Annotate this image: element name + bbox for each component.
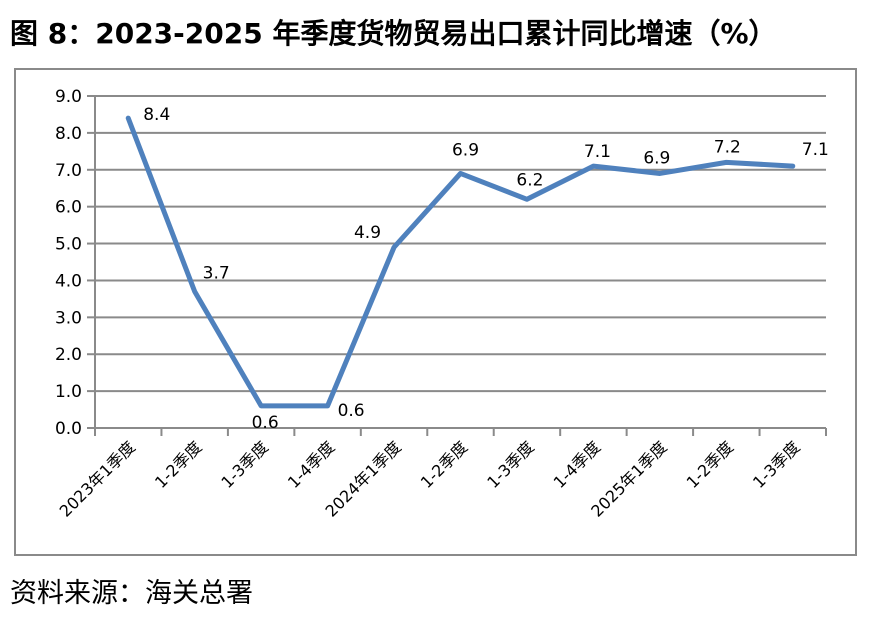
x-category-label: 2023年1季度 bbox=[56, 437, 139, 520]
y-tick-label: 6.0 bbox=[55, 198, 82, 218]
data-series-line bbox=[125, 115, 796, 409]
data-label: 0.6 bbox=[252, 413, 279, 433]
data-label: 8.4 bbox=[143, 105, 170, 125]
y-tick-label: 2.0 bbox=[55, 345, 82, 365]
x-category-label: 1-4季度 bbox=[284, 437, 339, 492]
data-label: 6.9 bbox=[643, 148, 670, 168]
data-label: 6.2 bbox=[516, 170, 543, 190]
y-tick-label: 0.0 bbox=[55, 419, 82, 439]
y-tick-label: 7.0 bbox=[55, 161, 82, 181]
data-label: 6.9 bbox=[452, 140, 479, 160]
y-tick-label: 3.0 bbox=[55, 308, 82, 328]
y-tick-label: 4.0 bbox=[55, 271, 82, 291]
x-category-label: 1-2季度 bbox=[683, 437, 738, 492]
figure-title: 图 8：2023-2025 年季度货物贸易出口累计同比增速（%） bbox=[10, 17, 777, 50]
data-label: 7.2 bbox=[714, 137, 741, 157]
y-tick-label: 9.0 bbox=[55, 87, 82, 107]
data-label: 4.9 bbox=[354, 223, 381, 243]
y-tick-label: 1.0 bbox=[55, 382, 82, 402]
x-category-label: 1-2季度 bbox=[151, 437, 206, 492]
x-category-label: 1-3季度 bbox=[217, 437, 272, 492]
data-label: 3.7 bbox=[203, 264, 230, 284]
y-tick-label: 8.0 bbox=[55, 124, 82, 144]
source-note: 资料来源：海关总署 bbox=[10, 578, 253, 609]
y-tick-label: 5.0 bbox=[55, 235, 82, 255]
x-category-label: 1-4季度 bbox=[550, 437, 605, 492]
chart-frame: 0.0 1.0 2.0 3.0 4.0 5.0 6.0 7.0 8.0 9.0 8.4 3.7 0.6 0… bbox=[14, 68, 857, 556]
data-label: 7.1 bbox=[802, 140, 829, 160]
x-category-label: 1-3季度 bbox=[483, 437, 538, 492]
data-label: 7.1 bbox=[584, 142, 611, 162]
x-category-label: 1-2季度 bbox=[417, 437, 472, 492]
x-category-label: 1-3季度 bbox=[749, 437, 804, 492]
line-chart: 0.0 1.0 2.0 3.0 4.0 5.0 6.0 7.0 8.0 9.0 8.4 3.7 0.6 0… bbox=[55, 87, 829, 521]
data-label: 0.6 bbox=[338, 401, 365, 421]
